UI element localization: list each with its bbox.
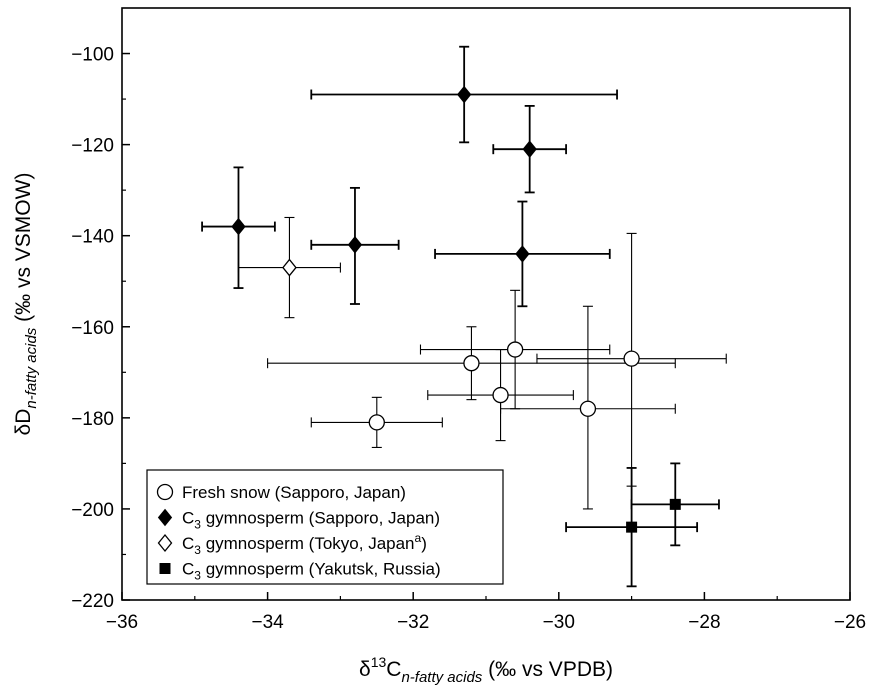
legend: Fresh snow (Sapporo, Japan)C3 gymnosperm… bbox=[146, 469, 504, 585]
legend-entries: Fresh snow (Sapporo, Japan)C3 gymnosperm… bbox=[156, 483, 441, 583]
x-tick-label: −36 bbox=[106, 612, 138, 633]
data-point-c3_sapporo bbox=[434, 200, 611, 308]
legend-label-part: C bbox=[182, 509, 194, 528]
legend-entry-c3_sapporo: C3 gymnosperm (Sapporo, Japan) bbox=[157, 508, 440, 532]
marker-open-circle bbox=[368, 414, 385, 431]
marker-open-circle bbox=[579, 400, 597, 417]
legend-label-part: C bbox=[182, 560, 194, 579]
marker-open-circle bbox=[492, 386, 509, 404]
legend-label-part: gymnosperm (Yakutsk, Russia) bbox=[201, 560, 441, 579]
marker-filled-diamond bbox=[522, 140, 537, 158]
y-axis-title-sub: n-fatty acids bbox=[23, 327, 40, 408]
legend-label-part: 3 bbox=[194, 543, 201, 557]
data-point-fresh_snow bbox=[536, 232, 727, 487]
y-tick-label: −180 bbox=[71, 409, 114, 430]
y-axis-title-unit: (‰ vs VSMOW) bbox=[12, 173, 35, 328]
data-point-fresh_snow bbox=[427, 348, 574, 442]
data-point-fresh_snow bbox=[267, 326, 676, 401]
y-tick-label: −120 bbox=[71, 136, 114, 157]
legend-label-part: gymnosperm (Tokyo, Japan bbox=[201, 534, 415, 553]
marker-open-circle bbox=[623, 350, 640, 367]
legend-label-part: 3 bbox=[194, 569, 201, 583]
y-axis-title: δDn-fatty acids (‰ vs VSMOW) bbox=[12, 173, 40, 436]
x-axis-title: δ13Cn-fatty acids (‰ vs VPDB) bbox=[359, 654, 613, 686]
marker-filled-diamond bbox=[515, 245, 530, 263]
x-axis-title-unit: (‰ vs VPDB) bbox=[482, 658, 613, 681]
legend-box bbox=[146, 469, 504, 585]
y-tick-label: −220 bbox=[71, 591, 114, 612]
legend-marker-open-circle bbox=[156, 483, 174, 501]
data-point-fresh_snow bbox=[419, 289, 611, 410]
x-tick-label: −32 bbox=[397, 612, 429, 633]
data-point-c3_sapporo bbox=[492, 105, 567, 194]
data-series bbox=[201, 45, 727, 588]
marker-open-circle bbox=[506, 341, 524, 358]
series-c3_yakutsk bbox=[565, 462, 720, 588]
data-point-c3_yakutsk bbox=[565, 467, 699, 588]
data-point-fresh_snow bbox=[310, 396, 443, 448]
y-tick-label: −160 bbox=[71, 318, 114, 339]
legend-label-part: gymnosperm (Sapporo, Japan) bbox=[201, 509, 440, 528]
series-c3_sapporo bbox=[201, 45, 618, 308]
legend-label: C3 gymnosperm (Tokyo, Japana) bbox=[182, 531, 427, 557]
legend-label-part: 3 bbox=[194, 518, 201, 532]
series-c3_tokyo bbox=[237, 216, 341, 319]
legend-marker-filled-diamond bbox=[157, 508, 173, 527]
x-axis-title-delta: δ bbox=[359, 658, 371, 681]
legend-label: C3 gymnosperm (Sapporo, Japan) bbox=[182, 509, 440, 532]
y-axis-title-base: δD bbox=[12, 409, 35, 436]
x-tick-label: −26 bbox=[834, 612, 866, 633]
marker-open-diamond bbox=[282, 258, 297, 277]
legend-label: Fresh snow (Sapporo, Japan) bbox=[182, 483, 406, 502]
legend-label-part: a bbox=[415, 531, 422, 545]
y-tick-label: −140 bbox=[71, 227, 114, 248]
legend-marker-open-diamond bbox=[157, 533, 173, 553]
marker-filled-diamond bbox=[457, 85, 472, 104]
y-tick-label: −100 bbox=[71, 45, 114, 66]
marker-filled-square bbox=[626, 521, 638, 533]
x-axis-title-sup: 13 bbox=[371, 654, 387, 670]
legend-marker-filled-square bbox=[159, 563, 171, 574]
x-tick-label: −28 bbox=[688, 612, 720, 633]
x-axis-title-base: C bbox=[386, 658, 401, 681]
marker-filled-square bbox=[669, 498, 681, 510]
x-axis-title-sub: n-fatty acids bbox=[401, 669, 482, 686]
marker-filled-diamond bbox=[231, 217, 246, 236]
axis-ticks: −36 −34 −32 −30 −28 −26 −220 −200 −180 −160 −140 −1… bbox=[71, 45, 866, 633]
marker-open-circle bbox=[463, 355, 480, 372]
legend-label: C3 gymnosperm (Yakutsk, Russia) bbox=[182, 560, 441, 583]
y-tick-label: −200 bbox=[71, 500, 114, 521]
legend-entry-c3_tokyo: C3 gymnosperm (Tokyo, Japana) bbox=[157, 531, 427, 557]
legend-entry-c3_yakutsk: C3 gymnosperm (Yakutsk, Russia) bbox=[159, 560, 441, 583]
series-fresh_snow bbox=[267, 232, 727, 510]
data-point-c3_sapporo bbox=[310, 45, 618, 144]
legend-entry-fresh_snow: Fresh snow (Sapporo, Japan) bbox=[156, 483, 406, 502]
data-point-c3_yakutsk bbox=[630, 462, 720, 547]
data-point-c3_sapporo bbox=[310, 186, 400, 305]
x-tick-label: −34 bbox=[251, 612, 284, 633]
legend-label-part: C bbox=[182, 534, 194, 553]
data-point-fresh_snow bbox=[500, 305, 676, 510]
legend-label-part: ) bbox=[421, 534, 427, 553]
data-point-c3_tokyo bbox=[237, 216, 341, 319]
marker-filled-diamond bbox=[347, 236, 363, 254]
x-tick-label: −30 bbox=[543, 612, 575, 633]
